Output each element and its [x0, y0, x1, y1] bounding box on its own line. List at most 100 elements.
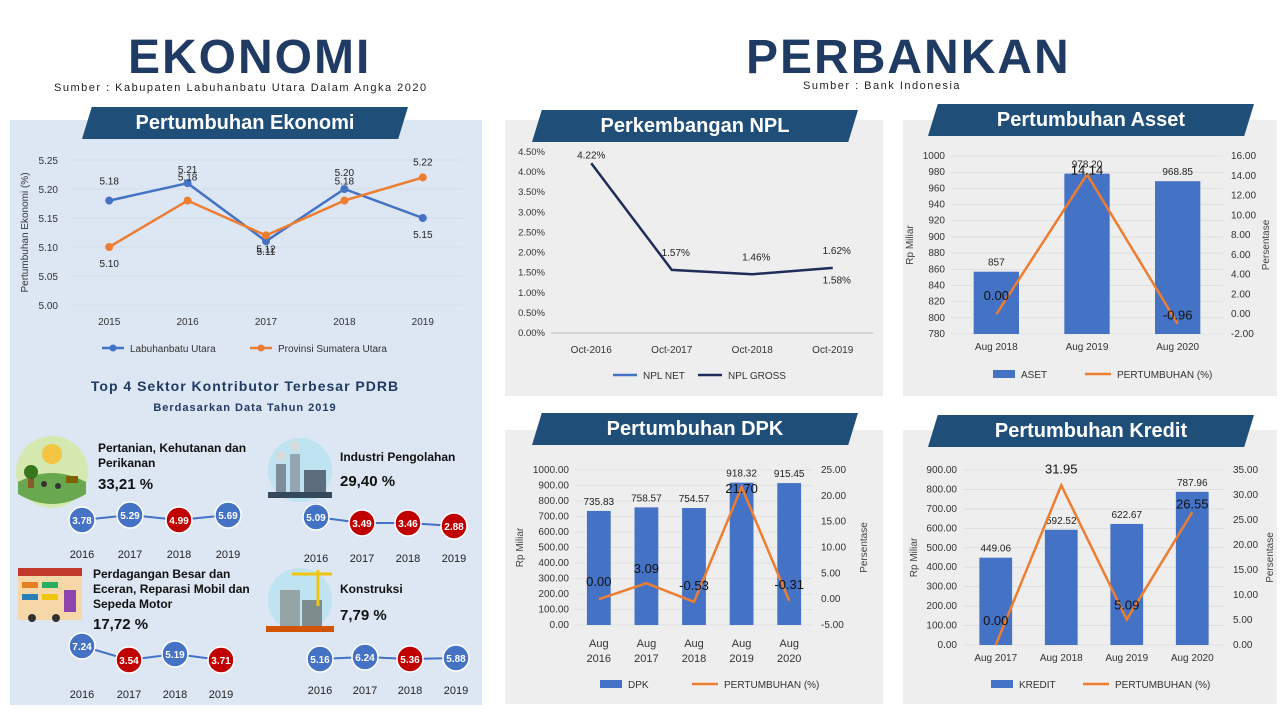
x-tick-label: 2018: [682, 653, 706, 665]
bar: [634, 507, 659, 625]
y-tick-label: 900.00: [926, 465, 957, 476]
x-tick-label: Aug 2020: [1171, 653, 1214, 664]
x-tick-label: Oct-2016: [571, 345, 613, 356]
bar-label: 968.85: [1162, 167, 1193, 178]
trend-value: 5.69: [218, 511, 238, 522]
trend-year: 2017: [353, 685, 377, 697]
growth-ribbon: Pertumbuhan Ekonomi: [82, 107, 408, 139]
x-tick-label: Aug 2019: [1105, 653, 1148, 664]
data-label: 1.62%: [823, 246, 851, 257]
y2-tick-label: 2.00: [1231, 289, 1251, 300]
y2-tick-label: -5.00: [821, 620, 844, 631]
x-tick-label: Oct-2019: [812, 345, 854, 356]
asset-chart: 780 800 820 840 860 880 900 920 940 960 980 1000 -2.…: [905, 151, 1272, 381]
y2-tick-label: 10.00: [1233, 590, 1258, 601]
data-point: [340, 196, 349, 205]
trend-year: 2019: [442, 553, 466, 565]
bar-label: 978.20: [1072, 160, 1103, 171]
trend-value: 3.78: [72, 516, 92, 527]
ekonomi-source: Sumber : Kabupaten Labuhanbatu Utara Dal…: [54, 82, 428, 94]
data-point: [105, 243, 114, 251]
data-label: 5.22: [413, 157, 433, 168]
data-point: [105, 196, 114, 205]
y-tick-label: 880: [928, 248, 945, 259]
dpk-chart: 0.00 100.00 200.00 300.00 400.00 500.00 600.00…: [515, 465, 870, 691]
trend-year: 2017: [118, 549, 142, 561]
sector-trend-trade: 7.24 2016 3.54 2017 5.19 2018 3.71 2019: [68, 632, 235, 701]
trend-value: 5.29: [120, 511, 140, 522]
y-tick-label: 940: [928, 200, 945, 211]
y-tick-label: 5.15: [39, 214, 59, 225]
bar: [973, 271, 1019, 334]
x-tick-label: 2017: [634, 653, 658, 665]
agriculture-illustration: [16, 436, 88, 508]
y2-tick-label: 25.00: [821, 465, 846, 476]
trend-value: 5.88: [446, 654, 466, 665]
trend-year: 2016: [70, 549, 94, 561]
sector-share-industry: 29,40 %: [340, 473, 396, 490]
trend-line: [81, 645, 222, 662]
data-point: [262, 231, 270, 240]
data-label: 5.18: [178, 173, 198, 184]
trend-year: 2019: [216, 549, 240, 561]
y2-tick-label: 0.00: [1233, 640, 1253, 651]
trend-year: 2017: [117, 689, 141, 701]
y-tick-label: 1.00%: [518, 288, 545, 299]
npl-ribbon: Perkembangan NPL: [532, 110, 858, 142]
x-tick-label: Aug: [732, 638, 752, 650]
x-tick-label: Aug 2018: [1040, 653, 1083, 664]
growth-label: 0.00: [984, 288, 1009, 303]
y-tick-label: 100.00: [926, 621, 957, 632]
trend-bubble: [161, 640, 189, 668]
industry-illustration: [268, 438, 332, 502]
y-tick-label: 500.00: [926, 543, 957, 554]
x-tick-label: 2019: [729, 653, 753, 665]
trend-value: 7.24: [72, 642, 92, 653]
y2-tick-label: 35.00: [1233, 465, 1258, 476]
legend-label: KREDIT: [1019, 680, 1056, 691]
trend-bubble: [351, 643, 379, 671]
y2-tick-label: 14.00: [1231, 171, 1256, 182]
perbankan-source: Sumber : Bank Indonesia: [803, 80, 962, 92]
y-tick-label: 5.25: [39, 156, 59, 167]
bar: [1175, 491, 1209, 645]
growth-line: [598, 483, 791, 604]
y-tick-label: 4.00%: [518, 167, 545, 178]
trend-value: 3.54: [119, 656, 139, 667]
growth-label: -0.96: [1163, 308, 1193, 323]
legend-label: NPL GROSS: [728, 371, 786, 382]
legend-swatch: [991, 680, 1013, 688]
bar: [586, 510, 611, 625]
trend-year: 2017: [350, 553, 374, 565]
data-point: [183, 179, 192, 188]
legend-label: DPK: [628, 680, 649, 691]
growth-line: [995, 172, 1179, 325]
data-point: [183, 196, 192, 205]
y2-tick-label: 20.00: [1233, 540, 1258, 551]
x-tick-label: 2016: [176, 317, 199, 328]
y-tick-label: 900.00: [538, 481, 569, 492]
bar-label: 857: [988, 258, 1005, 269]
trend-year: 2018: [396, 553, 420, 565]
data-label: 1.46%: [742, 252, 770, 263]
y2-tick-label: 10.00: [1231, 210, 1256, 221]
y-tick-label: 300.00: [538, 574, 569, 585]
trend-bubble: [348, 509, 376, 537]
sector-share-trade: 17,72 %: [93, 616, 149, 633]
data-label: 1.57%: [662, 248, 690, 259]
trend-value: 3.46: [398, 519, 418, 530]
y-tick-label: 400.00: [538, 558, 569, 569]
y-tick-label: 600.00: [926, 523, 957, 534]
y-axis-label: Rp Miliar: [515, 527, 526, 567]
x-tick-label: Aug: [637, 638, 657, 650]
growth-label: 21.70: [725, 481, 758, 496]
y2-tick-label: 8.00: [1231, 230, 1251, 241]
y2-tick-label: 4.00: [1231, 270, 1251, 281]
growth-label: 3.09: [634, 561, 659, 576]
sector-name-agriculture: Pertanian, Kehutanan dan Perikanan: [98, 441, 247, 470]
trend-year: 2018: [163, 689, 187, 701]
x-tick-label: Aug: [684, 638, 704, 650]
y-tick-label: 980: [928, 167, 945, 178]
trend-value: 5.36: [400, 655, 420, 666]
trend-year: 2016: [70, 689, 94, 701]
